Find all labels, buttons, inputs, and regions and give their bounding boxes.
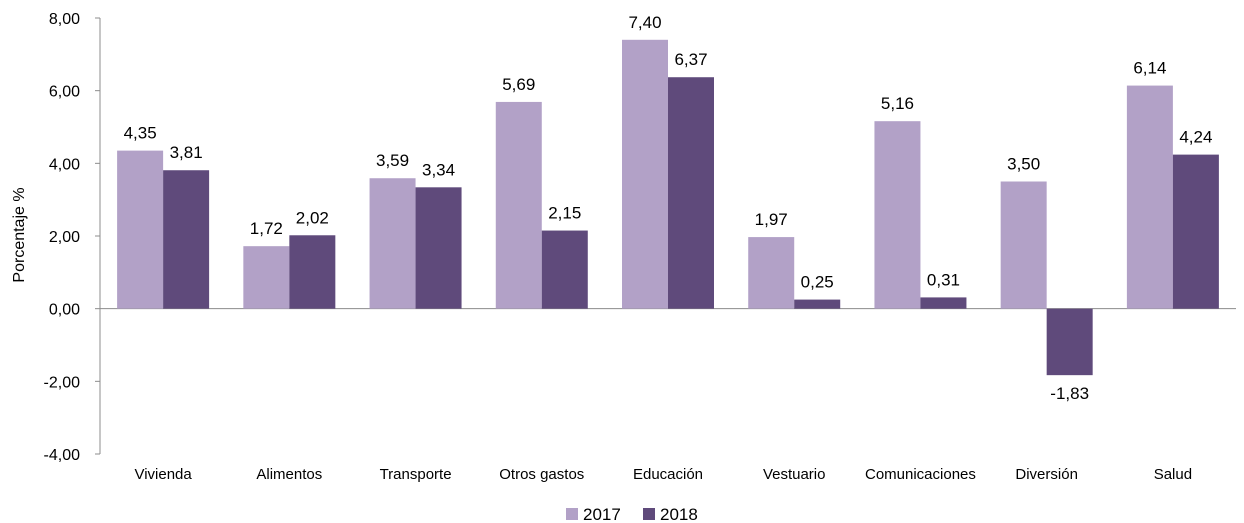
data-label-2018-3: 2,15 xyxy=(548,204,581,223)
bar-2017-1 xyxy=(243,246,290,309)
y-tick-label: 0,00 xyxy=(49,302,80,319)
data-label-2018-6: 0,31 xyxy=(927,270,960,289)
bar-2018-0 xyxy=(163,170,210,309)
bar-2017-7 xyxy=(1000,181,1047,309)
bar-2017-2 xyxy=(369,178,416,309)
data-label-2018-2: 3,34 xyxy=(422,160,455,179)
data-label-2017-0: 4,35 xyxy=(124,124,157,143)
y-tick-label: 4,00 xyxy=(49,156,80,173)
y-tick-label: 8,00 xyxy=(49,11,80,28)
data-label-2017-4: 7,40 xyxy=(628,13,661,32)
y-axis-label: Porcentaje % xyxy=(11,187,28,282)
y-tick-label: 6,00 xyxy=(49,84,80,101)
data-label-2017-3: 5,69 xyxy=(502,75,535,94)
y-tick-label: -2,00 xyxy=(44,374,81,391)
bar-2017-6 xyxy=(874,121,921,309)
data-label-2017-8: 6,14 xyxy=(1133,59,1166,78)
data-label-2018-0: 3,81 xyxy=(170,143,203,162)
bar-2017-8 xyxy=(1126,85,1173,309)
bar-2018-7 xyxy=(1046,308,1093,376)
data-label-2017-1: 1,72 xyxy=(250,219,283,238)
bar-2018-8 xyxy=(1172,154,1219,309)
legend: 2017 2018 xyxy=(566,505,698,523)
data-label-2018-8: 4,24 xyxy=(1179,128,1212,147)
data-label-2017-7: 3,50 xyxy=(1007,155,1040,174)
data-label-2017-6: 5,16 xyxy=(881,94,914,113)
category-label: Vivienda xyxy=(134,466,192,483)
bar-2017-3 xyxy=(495,101,542,309)
bar-2018-6 xyxy=(920,297,967,309)
category-label: Salud xyxy=(1154,466,1192,483)
data-label-2017-2: 3,59 xyxy=(376,151,409,170)
data-label-2018-7: -1,83 xyxy=(1050,384,1089,403)
legend-swatch-2017 xyxy=(566,508,578,520)
bar-2018-3 xyxy=(541,230,588,309)
data-label-2018-5: 0,25 xyxy=(801,273,834,292)
y-tick-label: 2,00 xyxy=(49,229,80,246)
legend-label-2017: 2017 xyxy=(583,505,621,523)
category-label: Vestuario xyxy=(763,466,826,483)
bar-2017-5 xyxy=(748,237,795,309)
category-label: Otros gastos xyxy=(499,466,584,483)
data-labels: 4,35 3,81 1,72 2,02 3,59 3,34 5,69 2,15 7,40 6,37… xyxy=(124,13,1213,403)
legend-swatch-2018 xyxy=(643,508,655,520)
category-label: Diversión xyxy=(1015,466,1078,483)
bar-2018-4 xyxy=(668,77,714,309)
bar-2018-5 xyxy=(794,299,841,309)
bars xyxy=(117,39,1219,376)
category-label: Comunicaciones xyxy=(865,466,976,483)
y-tick-label: -4,00 xyxy=(44,447,81,464)
category-label: Transporte xyxy=(380,466,452,483)
category-labels: Vivienda Alimentos Transporte Otros gastos E… xyxy=(134,466,1192,483)
data-label-2017-5: 1,97 xyxy=(755,210,788,229)
category-label: Educación xyxy=(633,466,703,483)
data-label-2018-1: 2,02 xyxy=(296,208,329,227)
data-label-2018-4: 6,37 xyxy=(674,50,707,69)
bar-2018-2 xyxy=(415,187,462,309)
bar-2017-4 xyxy=(622,39,668,309)
bar-2017-0 xyxy=(117,150,164,309)
bar-2018-1 xyxy=(289,235,336,309)
legend-label-2018: 2018 xyxy=(660,505,698,523)
category-label: Alimentos xyxy=(256,466,322,483)
